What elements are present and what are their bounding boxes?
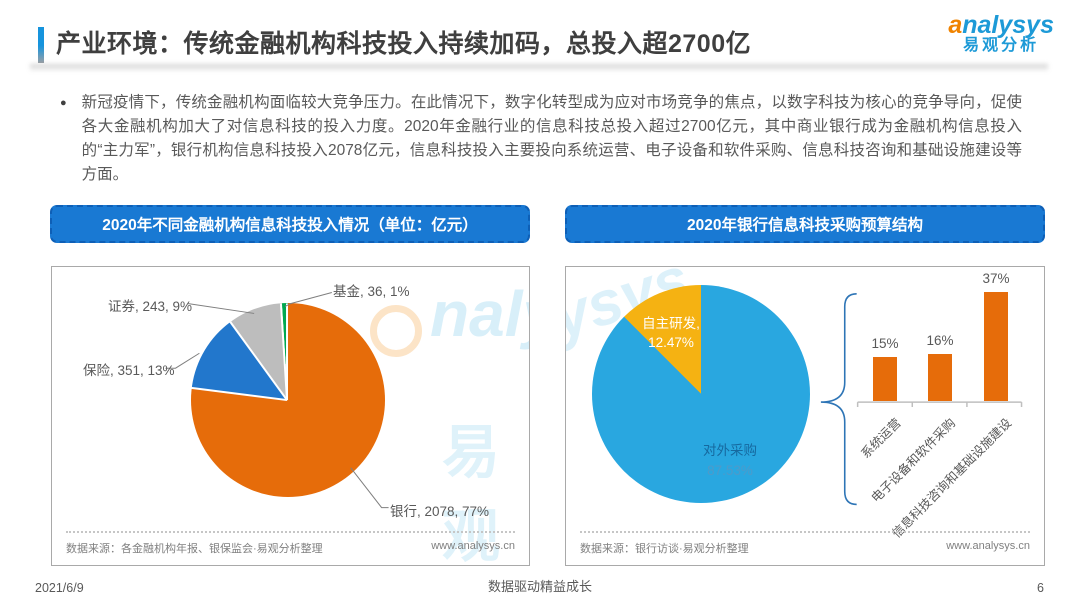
slide-header: 产业环境：传统金融机构科技投入持续加码，总投入超2700亿 — [38, 24, 751, 63]
bar-value-label-2: 16% — [926, 333, 954, 348]
pie-label-selfdev-pct: 12.47% — [648, 335, 694, 350]
right-chart-panel: ysys 自主研发, 12.47% 对外采购 87.53% 15% 16% 37… — [565, 266, 1045, 566]
right-source-site: www.analysys.cn — [946, 540, 1030, 552]
left-source-row: 数据来源：各金融机构年报、银保监会·易观分析整理 www.analysys.cn — [66, 531, 515, 556]
pie-label-bank: 银行, 2078, 77% — [390, 504, 490, 519]
pie-label-outsource-name: 对外采购 — [703, 443, 757, 458]
bar-value-label-3: 37% — [982, 271, 1010, 286]
left-chart-panel: naly 易观 基金, 36, 1% 证券, 243, 9% 保险, 351, … — [51, 266, 530, 566]
pie-label-fund: 基金, 36, 1% — [333, 284, 410, 299]
footer-slogan: 数据驱动精益成长 — [487, 579, 592, 594]
pie-label-insurance: 保险, 351, 13% — [83, 363, 175, 378]
footer-date: 2021/6/9 — [35, 581, 84, 595]
bar-value-label-1: 15% — [871, 336, 899, 351]
title-divider-shadow — [30, 64, 1048, 72]
left-source-text: 数据来源：各金融机构年报、银保监会·易观分析整理 — [66, 543, 323, 555]
left-chart-title-bar: 2020年不同金融机构信息科技投入情况（单位：亿元） — [50, 205, 530, 243]
title-accent-bar — [38, 27, 44, 63]
watermark-ring — [370, 305, 422, 357]
logo-rest: nalysys — [962, 11, 1054, 39]
bar-equipment-software — [928, 354, 952, 401]
bar-consulting-infra — [984, 292, 1008, 401]
footer-page-number: 6 — [1037, 581, 1044, 595]
procurement-pie-chart — [592, 285, 810, 503]
pie-label-outsource-pct: 87.53% — [707, 463, 753, 478]
summary-bullet: ● 新冠疫情下，传统金融机构面临较大竞争压力。在此情况下，数字化转型成为应对市场… — [60, 91, 1022, 187]
right-source-row: 数据来源：银行访谈·易观分析整理 www.analysys.cn — [580, 531, 1030, 556]
right-chart-title-bar: 2020年银行信息科技采购预算结构 — [565, 205, 1045, 243]
bar-category-label-1: 系统运营 — [858, 415, 904, 462]
bar-system-ops — [873, 357, 897, 401]
pie-label-selfdev-name: 自主研发, — [642, 316, 700, 331]
pie-label-securities: 证券, 243, 9% — [108, 299, 193, 314]
left-source-site: www.analysys.cn — [431, 540, 515, 552]
logo-wordmark: analysys — [948, 12, 1054, 38]
watermark-text-left: naly — [430, 278, 529, 350]
institutions-pie-chart — [191, 303, 385, 497]
logo-chinese: 易观分析 — [963, 37, 1040, 55]
analysys-logo: analysys 易观分析 — [948, 12, 1054, 55]
right-source-text: 数据来源：银行访谈·易观分析整理 — [580, 543, 749, 555]
logo-a-glyph: a — [948, 11, 963, 39]
page-title: 产业环境：传统金融机构科技投入持续加码，总投入超2700亿 — [56, 30, 752, 58]
summary-text: 新冠疫情下，传统金融机构面临较大竞争压力。在此情况下，数字化转型成为应对市场竞争… — [81, 94, 1022, 183]
bullet-icon: ● — [60, 97, 67, 109]
